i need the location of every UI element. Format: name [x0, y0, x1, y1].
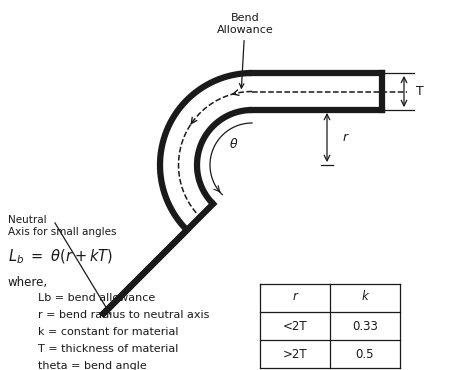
- Text: >2T: >2T: [283, 347, 307, 360]
- Text: θ: θ: [230, 138, 238, 151]
- Text: T: T: [416, 85, 424, 98]
- Text: where,: where,: [8, 276, 48, 289]
- Text: theta = bend angle: theta = bend angle: [38, 361, 147, 370]
- Text: Neutral
Axis for small angles: Neutral Axis for small angles: [8, 215, 117, 236]
- Text: k = constant for material: k = constant for material: [38, 327, 179, 337]
- Text: T = thickness of material: T = thickness of material: [38, 344, 178, 354]
- Text: r: r: [292, 290, 298, 303]
- Text: 0.5: 0.5: [356, 347, 374, 360]
- Text: <2T: <2T: [283, 320, 307, 333]
- Text: Bend
Allowance: Bend Allowance: [217, 13, 273, 88]
- Text: k: k: [362, 290, 368, 303]
- Text: Lb = bend allowance: Lb = bend allowance: [38, 293, 155, 303]
- Text: 0.33: 0.33: [352, 320, 378, 333]
- Text: r = bend radius to neutral axis: r = bend radius to neutral axis: [38, 310, 210, 320]
- Text: $L_b\ =\ \theta(r + kT)$: $L_b\ =\ \theta(r + kT)$: [8, 248, 113, 266]
- Text: r: r: [343, 131, 348, 144]
